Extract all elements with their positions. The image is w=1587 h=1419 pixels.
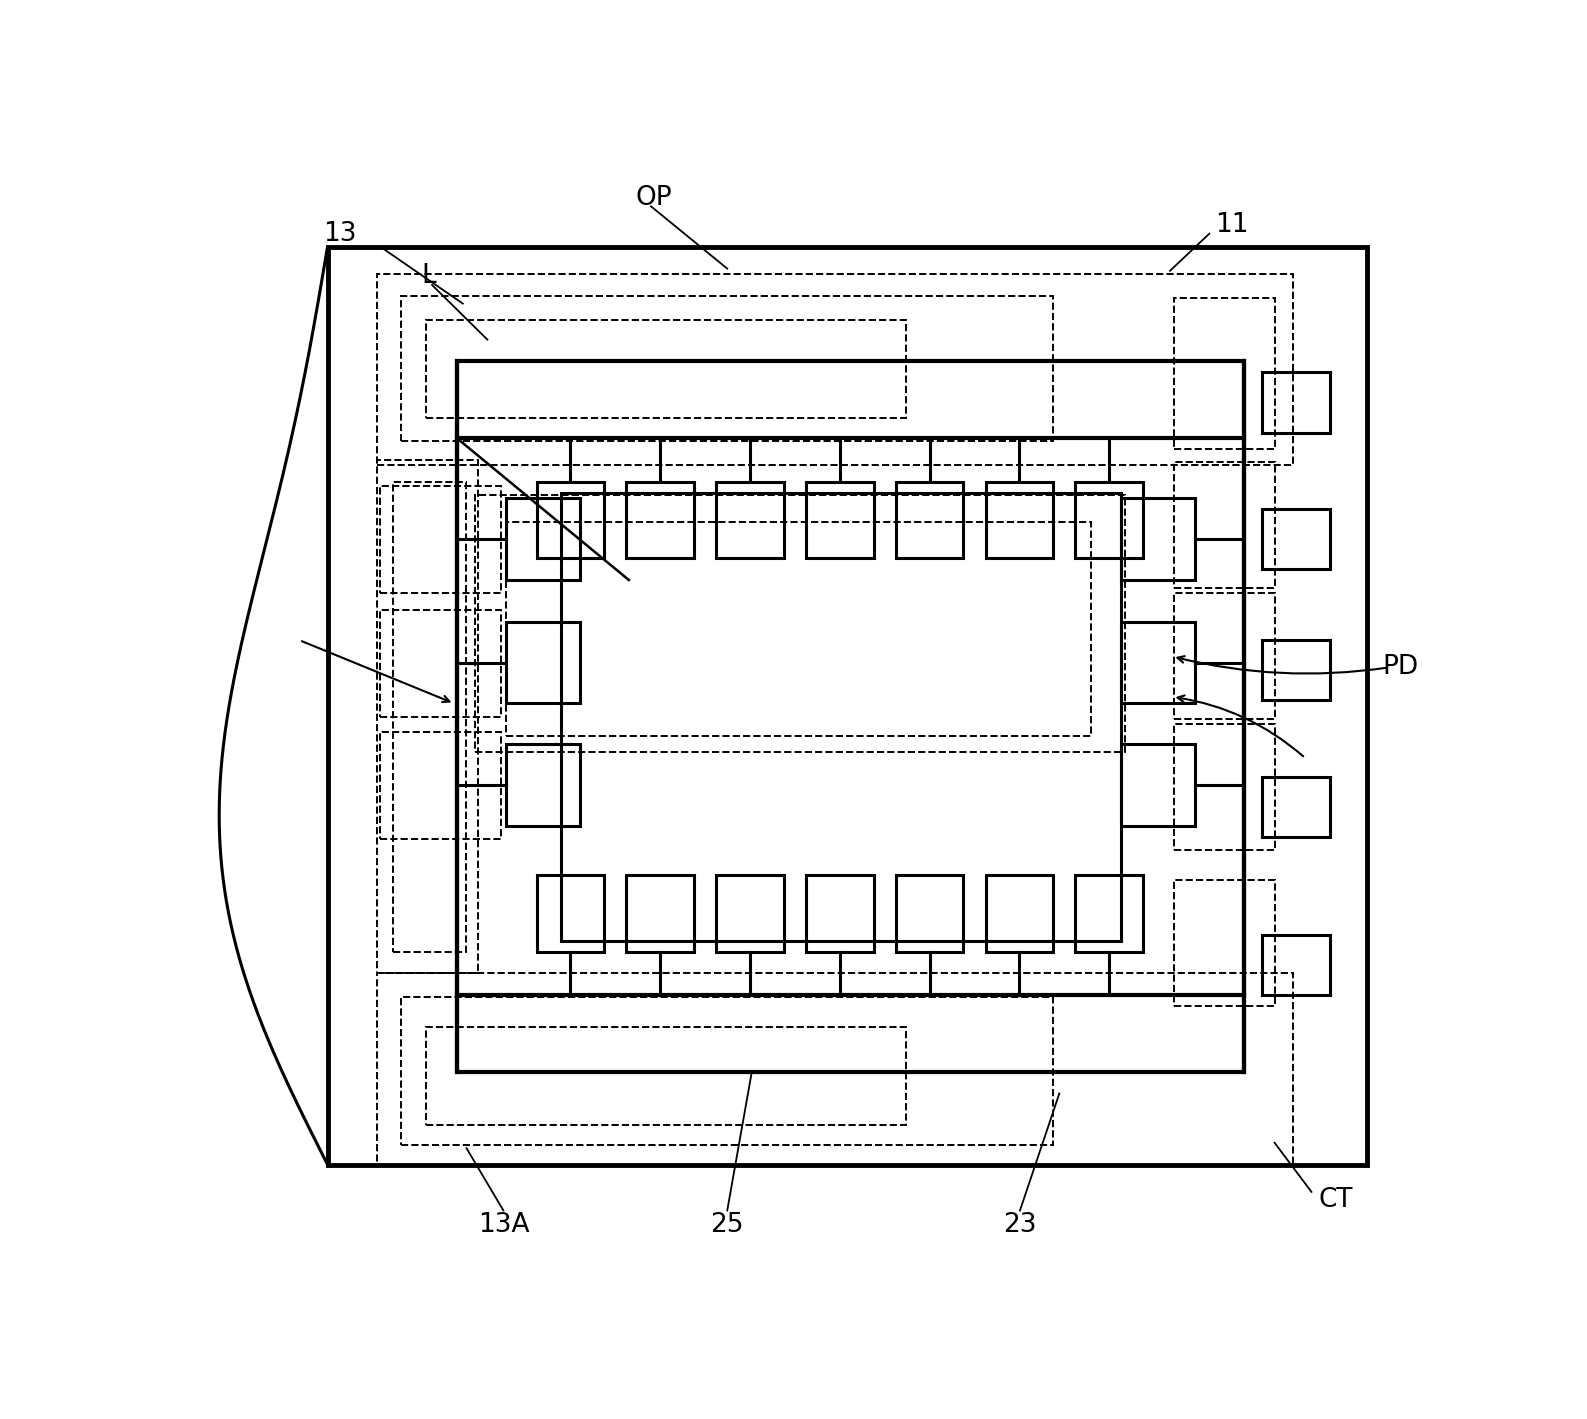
Bar — [1174, 880, 1274, 1006]
Bar — [381, 487, 501, 593]
Bar — [376, 274, 1293, 465]
Bar — [1262, 935, 1330, 995]
Bar — [986, 481, 1054, 558]
Bar — [1174, 463, 1274, 587]
Bar — [425, 1027, 906, 1125]
Bar — [327, 247, 1366, 1165]
Text: L: L — [421, 264, 436, 289]
Text: 11: 11 — [1214, 211, 1249, 238]
Bar — [562, 492, 1120, 941]
Bar — [1262, 372, 1330, 433]
Text: 25: 25 — [711, 1212, 744, 1237]
Bar — [1262, 776, 1330, 837]
Bar — [506, 622, 579, 704]
Bar — [627, 481, 694, 558]
Bar — [506, 522, 1092, 736]
Bar — [1174, 593, 1274, 719]
Bar — [1120, 622, 1195, 704]
Bar — [1120, 498, 1195, 580]
Bar — [716, 876, 784, 952]
Bar — [806, 481, 873, 558]
Bar — [895, 876, 963, 952]
Bar — [392, 481, 467, 952]
Bar — [381, 610, 501, 717]
Bar — [1120, 744, 1195, 826]
Bar — [627, 876, 694, 952]
Bar — [425, 319, 906, 419]
Text: 13A: 13A — [478, 1212, 528, 1237]
Bar — [806, 876, 873, 952]
Bar — [1174, 724, 1274, 850]
Bar — [376, 460, 478, 973]
Bar — [457, 362, 1244, 1071]
Text: 23: 23 — [1003, 1212, 1036, 1237]
Bar — [381, 732, 501, 839]
Bar — [402, 297, 1054, 441]
Bar — [895, 481, 963, 558]
Bar — [376, 973, 1293, 1165]
Bar — [402, 998, 1054, 1145]
Bar — [1076, 876, 1143, 952]
Bar — [1174, 298, 1274, 448]
Bar — [986, 876, 1054, 952]
Bar — [475, 495, 1125, 752]
Bar — [1262, 509, 1330, 569]
Bar — [536, 481, 605, 558]
Bar — [716, 481, 784, 558]
Bar — [506, 744, 579, 826]
Bar — [1262, 640, 1330, 700]
Bar — [506, 498, 579, 580]
Bar — [1076, 481, 1143, 558]
Bar — [536, 876, 605, 952]
Text: CT: CT — [1319, 1186, 1354, 1213]
Text: 13: 13 — [324, 220, 357, 247]
Text: PD: PD — [1382, 654, 1419, 681]
Text: OP: OP — [635, 184, 671, 210]
